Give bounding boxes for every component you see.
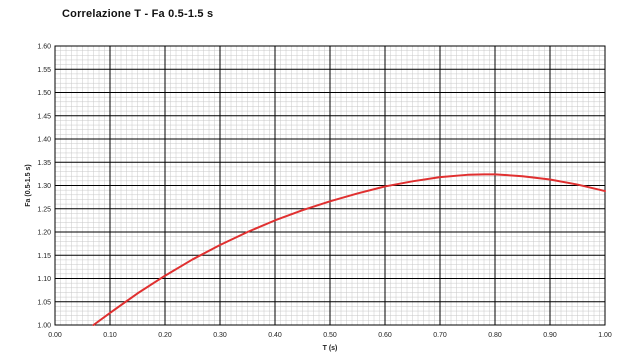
y-tick-label: 1.25 [37,206,51,213]
y-tick-label: 1.45 [37,113,51,120]
y-tick-label: 1.30 [37,183,51,190]
x-tick-label: 0.80 [488,332,502,339]
y-axis-ticks: 1.00 1.05 1.10 1.15 1.20 1.25 1.30 1.35 1.40 1.45… [37,44,51,330]
x-tick-label: 0.10 [103,332,117,339]
x-tick-label: 0.70 [433,332,447,339]
chart-title: Correlazione T - Fa 0.5-1.5 s [62,8,214,20]
x-tick-label: 0.50 [323,332,337,339]
y-tick-label: 1.60 [37,44,51,51]
series-layer [92,173,606,326]
y-tick-label: 1.00 [37,323,51,330]
y-tick-label: 1.20 [37,230,51,237]
y-tick-label: 1.05 [37,299,51,306]
y-tick-label: 1.35 [37,160,51,167]
y-tick-label: 1.15 [37,253,51,260]
y-tick-label: 1.50 [37,90,51,97]
x-tick-label: 0.90 [543,332,557,339]
x-axis-ticks: 0.00 0.10 0.20 0.30 0.40 0.50 0.60 0.70 0.80 0.90… [48,332,612,339]
x-tick-label: 0.00 [48,332,62,339]
x-axis-label: T (s) [323,345,338,352]
y-tick-label: 1.40 [37,137,51,144]
x-tick-label: 0.60 [378,332,392,339]
y-axis-label: Fa (0.5-1.5 s) [25,164,32,206]
plot-frame [54,45,606,326]
y-tick-label: 1.10 [37,276,51,283]
series-line [92,173,606,326]
x-tick-label: 0.40 [268,332,282,339]
x-tick-label: 1.00 [598,332,612,339]
y-tick-label: 1.55 [37,67,51,74]
x-tick-label: 0.20 [158,332,172,339]
x-tick-label: 0.30 [213,332,227,339]
